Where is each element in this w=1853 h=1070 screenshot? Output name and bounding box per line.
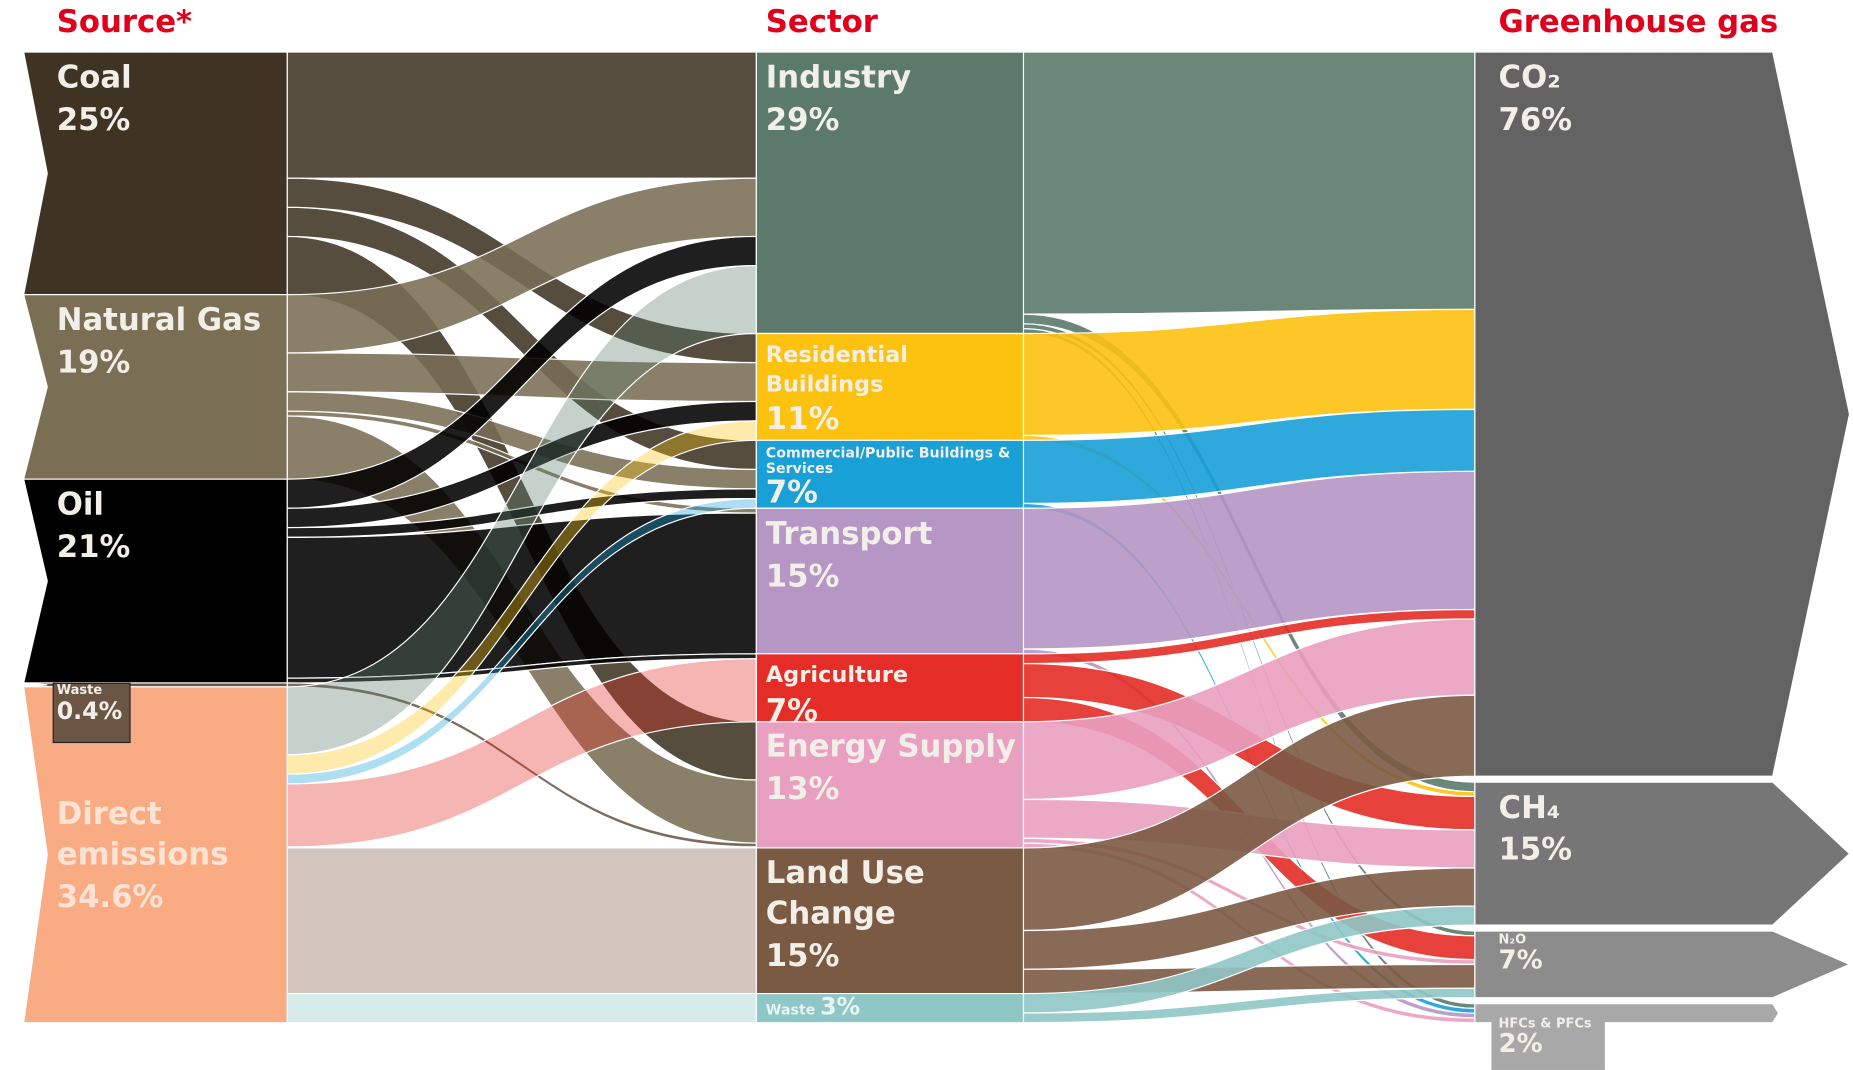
- label-text: Agriculture: [765, 662, 909, 689]
- node: [1474, 930, 1852, 999]
- node-label: Agriculture 7%: [766, 661, 1020, 729]
- node: [22, 686, 288, 1024]
- value-label: 76%: [1498, 102, 1573, 139]
- node-label: Coal 25%: [57, 59, 282, 137]
- node: [1474, 51, 1851, 777]
- value-label: 21%: [56, 529, 131, 566]
- label-text: Waste: [765, 1001, 816, 1019]
- value-label: 15%: [765, 558, 840, 595]
- value-label: 34.6%: [56, 879, 164, 915]
- node-label: Commercial/Public Buildings & Services 7%: [766, 446, 1020, 510]
- value-label: 7%: [765, 474, 818, 511]
- node-label: Natural Gas 19%: [57, 302, 282, 380]
- value-label: 29%: [765, 102, 840, 139]
- flow: [286, 51, 757, 179]
- value-label: 3%: [820, 992, 861, 1021]
- header: Sector: [765, 4, 878, 41]
- flow: [286, 992, 757, 1024]
- value-label: 11%: [765, 402, 840, 438]
- value-label: 25%: [56, 102, 131, 139]
- label-text: CH₄: [1498, 790, 1561, 826]
- node: [755, 992, 1025, 1024]
- node-label: CH₄ 15%: [1499, 789, 1724, 867]
- header: Greenhouse gas: [1498, 4, 1779, 41]
- node-label: Residential Buildings 11%: [766, 341, 1020, 438]
- node-label: Industry 29%: [766, 59, 1020, 137]
- label-text: Oil: [56, 487, 104, 523]
- waste-label-box: [52, 682, 131, 744]
- value-label: 15%: [765, 938, 840, 974]
- label-text: Direct emissions: [56, 796, 229, 873]
- node-label: Direct emissions 34.6%: [57, 796, 246, 914]
- node-label: HFCs & PFCs 2%: [1499, 1017, 1724, 1059]
- flow: [286, 847, 757, 995]
- links: [286, 51, 1476, 1024]
- node-label: Oil 21%: [57, 486, 282, 564]
- node: [1474, 781, 1851, 926]
- node-label: Transport 15%: [766, 515, 1020, 593]
- node-label: CO₂ 76%: [1499, 59, 1724, 137]
- node-label: Waste 3%: [766, 991, 860, 1022]
- value-label: 2%: [1498, 1029, 1543, 1059]
- label-text: Natural Gas: [56, 302, 262, 339]
- label-text: Transport: [765, 516, 933, 552]
- node-label: N₂O 7%: [1499, 933, 1724, 975]
- node-label: Land Use Change 15%: [766, 855, 943, 973]
- node-label: Waste 0.4%: [57, 683, 282, 723]
- label-text: Industry: [765, 60, 912, 96]
- value-label: 13%: [765, 772, 840, 808]
- value-label: 7%: [1498, 945, 1543, 976]
- flow: [1022, 51, 1476, 315]
- label-text: Land Use Change: [765, 856, 925, 932]
- label-text: Coal: [56, 60, 132, 96]
- hfc-label-box: [1491, 1010, 1605, 1070]
- label-text: Waste: [56, 682, 103, 698]
- value-label: 7%: [765, 693, 818, 730]
- value-label: 15%: [1498, 832, 1573, 869]
- label-text: CO₂: [1498, 60, 1561, 96]
- value-label: 19%: [56, 345, 131, 381]
- label-text: Commercial/Public Buildings & Services: [765, 445, 1011, 477]
- value-label: 0.4%: [56, 695, 123, 725]
- label-text: HFCs & PFCs: [1498, 1015, 1592, 1031]
- header: Source*: [56, 4, 193, 41]
- label-text: Residential Buildings: [765, 341, 908, 397]
- node-label: Energy Supply 13%: [766, 729, 1020, 807]
- label-text: Energy Supply: [765, 730, 1016, 766]
- label-text: N₂O: [1498, 932, 1527, 948]
